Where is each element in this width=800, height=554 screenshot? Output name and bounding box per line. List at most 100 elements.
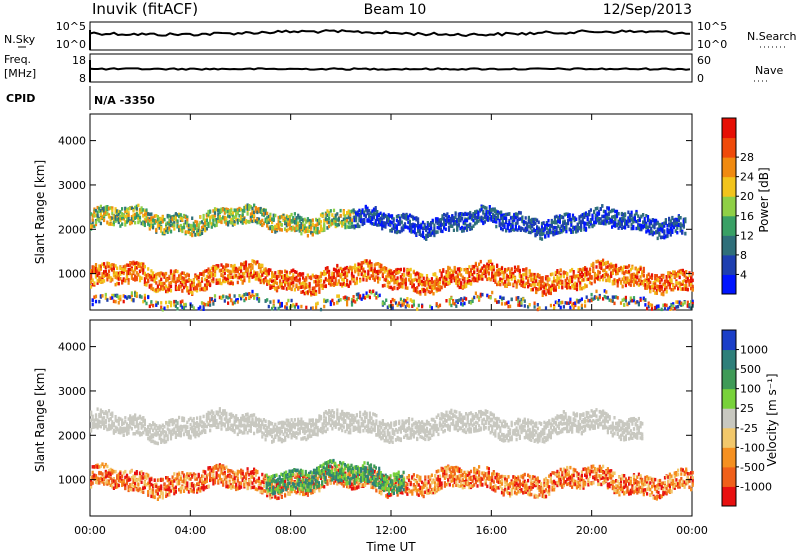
power-cell (244, 266, 248, 270)
power-cell (399, 303, 402, 308)
power-cell (599, 217, 602, 221)
power-cell (257, 217, 261, 221)
power-cell (579, 267, 582, 272)
power-cell (622, 225, 625, 229)
power-cell (558, 226, 561, 231)
power-cell (98, 271, 101, 276)
power-cell (119, 277, 122, 281)
power-cell (567, 301, 570, 305)
power-cell (410, 229, 413, 234)
power-cell (377, 217, 380, 222)
power-cell (525, 270, 528, 274)
power-cell (676, 221, 679, 225)
power-cell (98, 206, 101, 211)
power-cell (359, 268, 362, 273)
power-cell (305, 282, 308, 287)
power-cell (393, 270, 396, 274)
power-cell (619, 217, 622, 221)
power-cell (685, 287, 688, 291)
power-cell (500, 279, 504, 284)
power-cell (295, 226, 298, 231)
power-cell (393, 285, 396, 290)
power-cell (231, 265, 234, 269)
power-cell (538, 273, 541, 278)
power-cell (397, 229, 400, 234)
power-cell (409, 274, 412, 278)
power-cell (500, 222, 503, 226)
power-cell (651, 230, 654, 234)
power-cell (112, 220, 115, 225)
power-cell (279, 220, 282, 225)
power-cell (354, 263, 357, 267)
power-cell (656, 230, 659, 235)
power-cell (156, 215, 159, 219)
power-cell (572, 270, 575, 274)
power-cell (374, 208, 377, 213)
power-cell (153, 221, 156, 225)
power-cell (174, 217, 177, 222)
power-cell (112, 218, 115, 222)
power-cell (646, 284, 649, 288)
power-cell (266, 211, 269, 216)
power-cell (212, 300, 215, 304)
power-cell (217, 215, 220, 219)
power-cell (137, 213, 140, 218)
power-cell (129, 267, 132, 272)
power-cell (140, 208, 143, 213)
power-cell (389, 214, 392, 218)
power-cell (619, 222, 622, 227)
power-cell (222, 274, 225, 278)
power-cell (138, 208, 142, 213)
power-cell (468, 300, 471, 304)
power-cell (628, 264, 631, 268)
power-cell (166, 221, 169, 225)
power-cell (429, 285, 432, 289)
power-cell (451, 218, 454, 223)
power-cell (572, 301, 575, 306)
power-cell (443, 284, 446, 288)
power-cell (561, 279, 564, 284)
power-cell (305, 226, 308, 230)
power-cell (303, 230, 306, 234)
power-cell (399, 216, 402, 220)
power-cell (339, 274, 342, 279)
power-cell (111, 206, 114, 210)
power-cell (518, 225, 521, 230)
power-cell (372, 207, 376, 211)
power-cell (347, 209, 350, 213)
power-cell (205, 282, 208, 286)
power-cell (240, 217, 243, 221)
power-cell (319, 274, 323, 278)
power-cell (169, 219, 173, 223)
power-cell (313, 279, 316, 284)
power-cell (355, 224, 358, 228)
power-cell (225, 222, 228, 226)
power-cell (199, 283, 202, 287)
power-cell (328, 220, 331, 224)
power-cell (381, 272, 384, 277)
power-cell (179, 285, 182, 289)
power-cell (545, 226, 548, 230)
power-cell (511, 222, 514, 226)
power-cell (385, 278, 388, 282)
power-cell (359, 211, 363, 216)
power-cell (676, 217, 679, 222)
power-cell (99, 264, 102, 268)
power-cell (288, 218, 292, 222)
power-cell (326, 217, 329, 222)
power-cell (316, 226, 319, 231)
power-cell (504, 270, 507, 274)
power-cell (668, 282, 671, 287)
power-cell (611, 264, 614, 268)
power-cell (448, 279, 451, 283)
power-cell (241, 221, 244, 225)
power-cell (590, 281, 593, 286)
power-cell (501, 219, 504, 224)
power-cell (474, 214, 477, 219)
power-cell (213, 211, 217, 215)
power-cell (475, 219, 478, 224)
power-cell (91, 270, 94, 274)
power-cell (399, 275, 402, 279)
power-cell (404, 282, 407, 286)
power-cell (143, 298, 146, 303)
